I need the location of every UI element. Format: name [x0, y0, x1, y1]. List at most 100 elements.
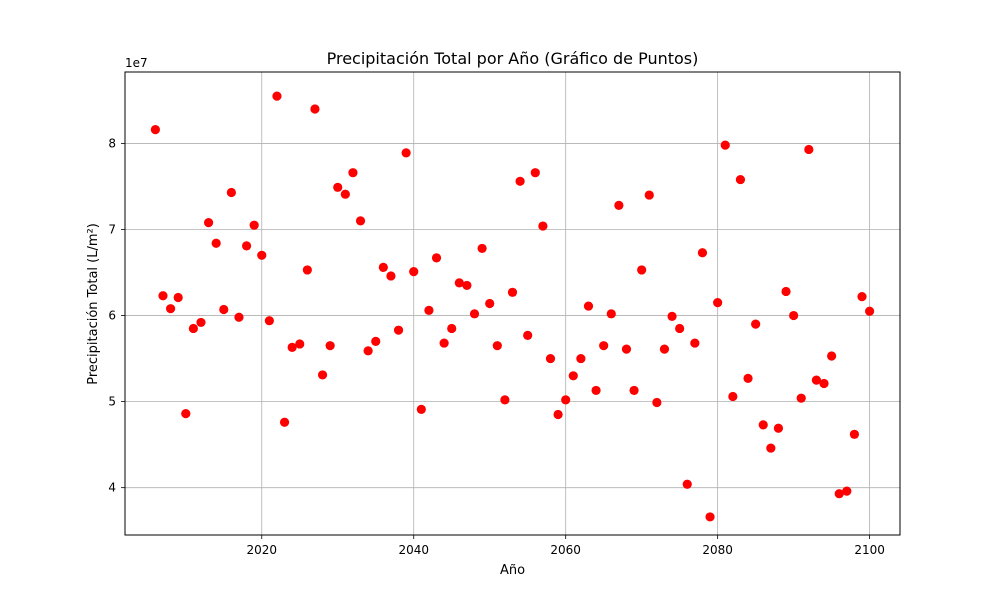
data-point — [462, 280, 472, 291]
data-point — [302, 265, 312, 275]
data-point — [386, 271, 396, 281]
data-point — [158, 291, 168, 301]
x-axis-ticks: 2020 2040 2060 2080 2100 — [246, 535, 885, 557]
data-point — [705, 512, 715, 522]
data-point — [409, 267, 419, 277]
data-point — [150, 125, 160, 135]
x-tick-label: 2100 — [854, 543, 885, 557]
data-point — [568, 371, 578, 381]
data-point — [492, 341, 502, 351]
data-point — [477, 243, 487, 254]
data-point — [378, 262, 388, 272]
data-point — [606, 309, 616, 319]
data-point — [257, 250, 267, 260]
data-point — [196, 317, 206, 328]
y-tick-label: 5 — [108, 395, 116, 409]
data-point — [576, 353, 586, 364]
data-point — [644, 190, 654, 200]
data-point — [561, 395, 571, 405]
data-point — [279, 417, 290, 427]
data-point — [348, 168, 358, 178]
data-point — [371, 336, 381, 346]
data-point — [827, 351, 837, 361]
data-point — [690, 338, 700, 348]
x-tick-label: 2060 — [550, 543, 581, 557]
data-point — [728, 391, 738, 402]
data-point — [393, 325, 404, 335]
data-point — [500, 395, 510, 405]
data-point — [431, 253, 442, 263]
data-point — [401, 148, 411, 158]
data-point — [454, 278, 464, 288]
x-axis-label: Año — [500, 563, 525, 578]
data-point — [188, 323, 198, 334]
data-point — [295, 339, 305, 349]
data-point — [325, 341, 335, 351]
data-point — [424, 305, 434, 315]
data-point — [553, 409, 563, 420]
x-tick-label: 2020 — [246, 543, 277, 557]
data-point — [599, 341, 609, 351]
y-tick-label: 4 — [108, 481, 116, 495]
data-point — [758, 420, 768, 430]
data-point — [340, 189, 350, 199]
x-tick-label: 2040 — [398, 543, 429, 557]
data-point — [713, 298, 723, 308]
data-point — [659, 344, 670, 354]
data-point — [583, 301, 594, 311]
data-point — [333, 182, 343, 192]
y-tick-label: 7 — [108, 222, 116, 236]
data-point — [287, 342, 297, 352]
data-point — [834, 489, 844, 499]
data-point — [614, 200, 624, 210]
data-point — [249, 220, 259, 230]
data-point — [165, 304, 176, 314]
data-point — [819, 378, 829, 389]
data-points — [150, 91, 875, 522]
data-point — [652, 397, 662, 408]
data-point — [447, 323, 457, 334]
data-point — [865, 306, 875, 316]
data-point — [538, 221, 548, 231]
data-point — [637, 265, 647, 275]
data-point — [796, 393, 806, 403]
data-point — [234, 312, 244, 322]
data-point — [241, 241, 252, 251]
data-point — [849, 429, 860, 439]
data-point — [682, 479, 692, 489]
data-point — [766, 443, 776, 453]
data-point — [545, 353, 556, 364]
data-point — [804, 144, 814, 155]
data-point — [416, 404, 426, 414]
data-point — [743, 373, 753, 383]
data-point — [781, 286, 791, 297]
data-point — [469, 309, 480, 319]
data-point — [317, 370, 328, 380]
data-point — [211, 238, 221, 248]
data-point — [507, 287, 518, 297]
data-point — [439, 338, 449, 348]
data-point — [789, 310, 799, 321]
data-point — [857, 292, 867, 302]
data-point — [219, 304, 229, 315]
data-point — [264, 316, 274, 326]
data-point — [621, 344, 632, 354]
data-point — [697, 248, 708, 258]
data-point — [310, 104, 320, 114]
data-point — [735, 174, 746, 185]
data-point — [773, 423, 784, 433]
grid-lines — [125, 72, 900, 535]
data-point — [675, 323, 685, 334]
data-point — [181, 409, 191, 419]
data-point — [515, 176, 525, 186]
data-point — [629, 385, 639, 396]
data-point — [272, 91, 282, 101]
data-point — [523, 330, 533, 340]
data-point — [226, 187, 236, 198]
data-point — [355, 216, 366, 226]
plot-area-frame — [124, 71, 901, 536]
data-point — [751, 319, 761, 329]
y-offset-label: 1e7 — [125, 56, 148, 70]
